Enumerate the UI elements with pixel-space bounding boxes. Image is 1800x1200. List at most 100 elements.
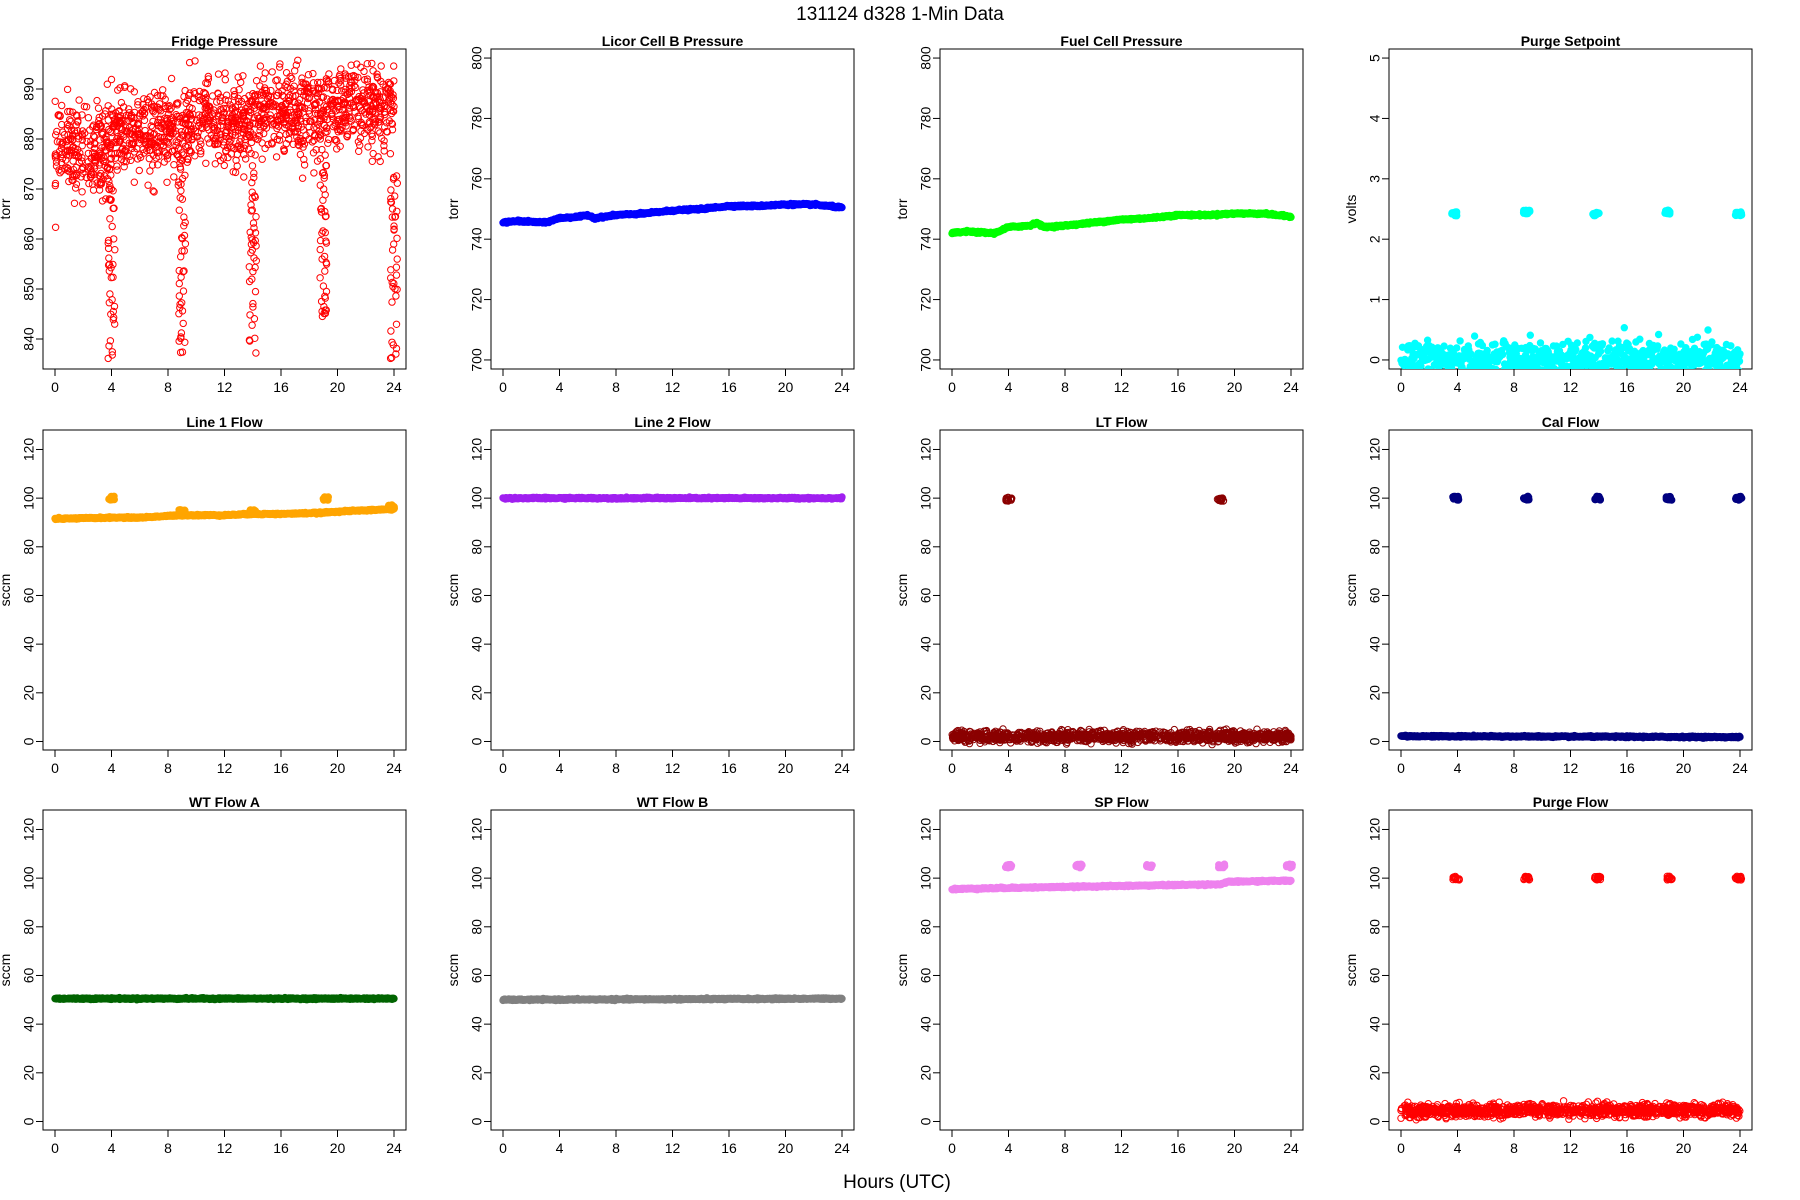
data-point [122,111,130,120]
data-point [142,140,150,149]
dip-point [392,292,400,300]
data-point [1453,344,1461,352]
data-point [145,154,154,163]
dip-point [175,292,184,300]
data-point [217,134,225,142]
data-point [345,104,354,112]
data-point [295,141,303,150]
data-point [103,138,111,146]
data-point [360,67,368,76]
data-point [140,116,149,125]
data-point [349,101,357,110]
data-point [1526,331,1535,339]
y-tick-label: 760 [918,167,934,191]
data-point [216,97,224,105]
data-point [120,158,128,166]
data-point [363,77,371,86]
dip-point [175,178,183,186]
data-point [1430,370,1436,376]
dip-point [319,196,327,204]
dip-point [105,254,113,262]
data-point [107,75,116,84]
dip-point [248,321,256,329]
data-point [1618,365,1626,369]
data-point [130,119,138,127]
data-point [1544,370,1550,376]
data-point [84,158,93,166]
data-point [1420,371,1426,377]
data-point [1667,370,1673,376]
data-point [201,99,209,108]
data-point [345,89,353,97]
data-point [150,188,158,196]
data-point [389,94,398,103]
data-points [1397,206,1746,383]
x-tick-label: 24 [386,760,402,776]
data-point [146,93,154,101]
data-point [1468,368,1474,369]
data-point [388,120,397,128]
data-point [116,137,124,145]
dip-point [320,174,328,182]
data-point [365,118,373,126]
data-point [56,169,64,177]
data-point [119,144,127,153]
data-point [273,91,281,100]
data-point [349,125,357,134]
data-point [213,98,221,106]
data-point [320,83,328,92]
data-point [66,116,74,124]
data-point [182,99,190,108]
y-tick-label: 80 [21,539,37,555]
y-tick-label: 5 [1367,54,1383,62]
data-point [300,155,308,164]
dip-point [107,310,115,318]
dip-point [250,169,258,177]
dip-point [181,218,189,227]
data-point [298,78,306,87]
data-point [160,133,168,142]
data-point [357,63,365,72]
data-point [230,92,239,101]
data-point [252,97,260,105]
x-tick-label: 4 [556,379,564,395]
dip-point [388,298,396,306]
data-point [291,117,299,125]
y-tick-label: 80 [469,539,485,555]
data-point [327,97,335,105]
dip-point [109,187,117,195]
data-point [328,86,337,94]
dip-point [176,194,184,202]
dip-point [109,204,117,213]
data-point [242,155,250,163]
y-tick-label: 800 [469,46,485,70]
data-point [316,155,325,163]
data-point [84,165,92,173]
dip-point [108,351,117,359]
data-point [73,127,82,135]
data-point [1499,377,1505,383]
data-point [299,126,307,134]
data-point [219,141,228,149]
data-point [72,170,80,178]
dip-point [180,222,188,230]
y-tick-label: 740 [469,227,485,251]
data-point [372,101,380,109]
data-point [268,68,276,76]
dip-point [178,234,186,242]
dip-point [108,348,117,356]
data-point [64,107,72,116]
data-point [221,76,230,84]
data-point [303,99,312,107]
data-point [138,108,146,116]
x-tick-label: 4 [1005,379,1013,395]
data-point [172,99,181,108]
data-point [383,85,392,93]
data-point [90,153,99,161]
data-point [345,108,353,116]
data-point [169,117,177,126]
dip-point [387,266,395,274]
data-point [258,139,266,147]
data-point [251,151,259,159]
